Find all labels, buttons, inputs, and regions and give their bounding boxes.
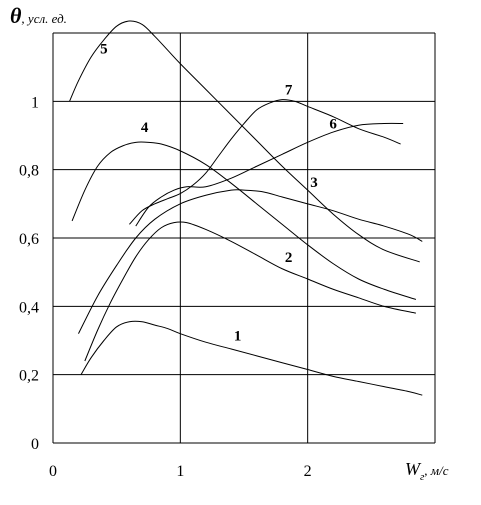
x-axis-symbol: W: [405, 459, 422, 479]
x-tick-label: 0: [49, 463, 57, 480]
series-label-6: 6: [329, 117, 337, 133]
series-label-2: 2: [285, 250, 293, 266]
y-tick-label: 1: [31, 94, 39, 111]
series-lines: [69, 20, 423, 396]
series-line-7: [129, 99, 401, 225]
series-label-5: 5: [100, 42, 108, 58]
series-line-5: [69, 20, 420, 263]
y-tick-labels: 0 0,2 0,4 0,6 0,8 1: [19, 94, 39, 453]
y-axis-symbol: θ: [10, 3, 22, 28]
grid: [53, 32, 435, 443]
y-tick-label: 0: [31, 436, 39, 453]
x-tick-label: 1: [176, 463, 184, 480]
series-label-1: 1: [234, 329, 242, 345]
y-axis-title: θ, усл. ед.: [10, 3, 67, 28]
series-line-4: [71, 141, 417, 300]
x-axis-unit: , м/с: [424, 463, 448, 478]
x-tick-labels: 0 1 2: [49, 463, 312, 480]
y-tick-label: 0,2: [19, 368, 39, 385]
x-axis-title: Wг, м/с: [405, 459, 449, 483]
series-label-3: 3: [310, 175, 318, 191]
series-label-4: 4: [141, 120, 149, 136]
y-tick-label: 0,4: [19, 299, 39, 316]
x-tick-label: 2: [304, 463, 312, 480]
series-line-2: [84, 221, 417, 362]
y-tick-label: 0,6: [19, 231, 39, 248]
plot-frame: [52, 33, 436, 444]
y-axis-unit: , усл. ед.: [21, 11, 66, 26]
series-label-7: 7: [285, 83, 293, 99]
series-line-3: [78, 189, 423, 334]
series-labels: 1 2 3 4 5 6 7: [100, 42, 337, 345]
series-line-6: [135, 122, 404, 227]
x-axis-subscript: г: [420, 471, 425, 483]
y-tick-label: 0,8: [19, 163, 39, 180]
series-line-1: [80, 320, 423, 396]
